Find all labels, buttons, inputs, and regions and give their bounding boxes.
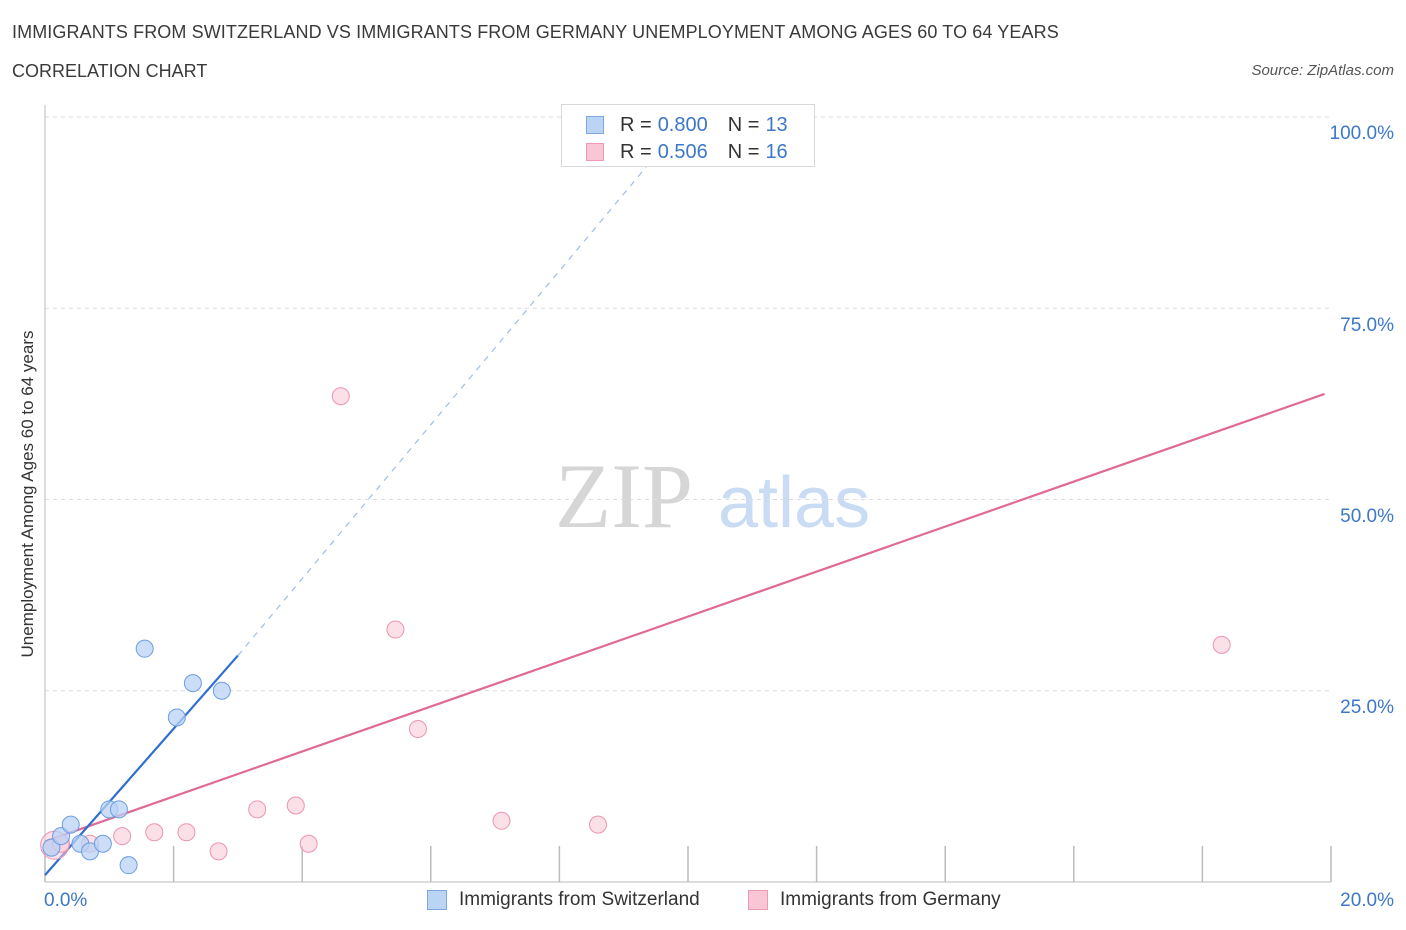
y-tick-label: 25.0% xyxy=(1340,697,1394,718)
n-value: 13 xyxy=(765,113,788,136)
data-points xyxy=(40,387,1231,875)
r-label: R = xyxy=(620,113,652,136)
y-tick-label: 75.0% xyxy=(1340,315,1394,336)
legend-swatch xyxy=(427,890,447,910)
source-credit: Source: ZipAtlas.com xyxy=(1251,62,1394,79)
data-point-germany xyxy=(408,720,427,738)
grid-layer xyxy=(45,116,1331,692)
chart-title: IMMIGRANTS FROM SWITZERLAND VS IMMIGRANT… xyxy=(12,22,1059,42)
r-value: 0.506 xyxy=(657,140,708,163)
r-label: R = xyxy=(620,140,652,163)
data-point-germany xyxy=(588,815,607,834)
legend-swatch xyxy=(748,890,768,910)
data-point-switzerland xyxy=(119,856,138,875)
stats-legend: R = 0.800 N = 13 R = 0.506 N = 16 xyxy=(561,104,815,167)
y-tick-label: 100.0% xyxy=(1329,123,1394,144)
legend-label: Immigrants from Germany xyxy=(780,889,1001,910)
watermark-zip: ZIP xyxy=(555,445,693,547)
watermark-atlas: atlas xyxy=(718,463,870,543)
data-point-switzerland xyxy=(93,834,112,853)
data-point-switzerland xyxy=(61,815,80,834)
y-axis-label: Unemployment Among Ages 60 to 64 years xyxy=(18,330,37,658)
data-point-germany xyxy=(113,827,132,846)
chart-subtitle: CORRELATION CHART xyxy=(12,61,208,81)
legend-swatch xyxy=(586,116,604,134)
trend-line-germany xyxy=(44,392,1325,843)
x-tick-label: 0.0% xyxy=(44,890,88,911)
stats-row-switzerland: R = 0.800 N = 13 xyxy=(586,113,788,137)
stats-row-germany: R = 0.506 N = 16 xyxy=(586,140,788,164)
legend-item-switzerland[interactable]: Immigrants from Switzerland xyxy=(427,889,700,911)
x-tick-label: 20.0% xyxy=(1340,890,1394,911)
y-tick-label: 50.0% xyxy=(1340,506,1394,527)
r-value: 0.800 xyxy=(657,113,708,136)
data-point-germany xyxy=(386,620,405,639)
legend-label: Immigrants from Switzerland xyxy=(459,889,700,910)
data-point-switzerland xyxy=(42,838,61,857)
data-point-switzerland xyxy=(109,800,128,819)
n-label: N = xyxy=(727,113,760,136)
data-point-germany xyxy=(145,823,164,842)
data-point-germany xyxy=(492,811,511,830)
n-value: 16 xyxy=(765,140,788,163)
data-point-switzerland xyxy=(183,674,202,693)
data-point-switzerland xyxy=(167,708,186,727)
legend-item-germany[interactable]: Immigrants from Germany xyxy=(748,889,1001,911)
data-point-germany xyxy=(1212,635,1231,654)
axes-layer xyxy=(44,105,1332,883)
data-point-switzerland xyxy=(135,639,154,658)
data-point-switzerland xyxy=(52,827,71,846)
data-point-germany xyxy=(209,842,228,861)
data-point-germany xyxy=(299,834,318,853)
data-point-switzerland xyxy=(212,681,231,700)
series-legend: Immigrants from Switzerland Immigrants f… xyxy=(0,889,1406,915)
data-point-germany xyxy=(248,800,267,819)
data-point-germany xyxy=(286,796,305,815)
data-point-germany xyxy=(331,387,350,406)
data-point-germany xyxy=(177,823,196,842)
legend-swatch xyxy=(586,143,604,161)
trend-extension-switzerland xyxy=(237,116,689,656)
n-label: N = xyxy=(727,140,760,163)
